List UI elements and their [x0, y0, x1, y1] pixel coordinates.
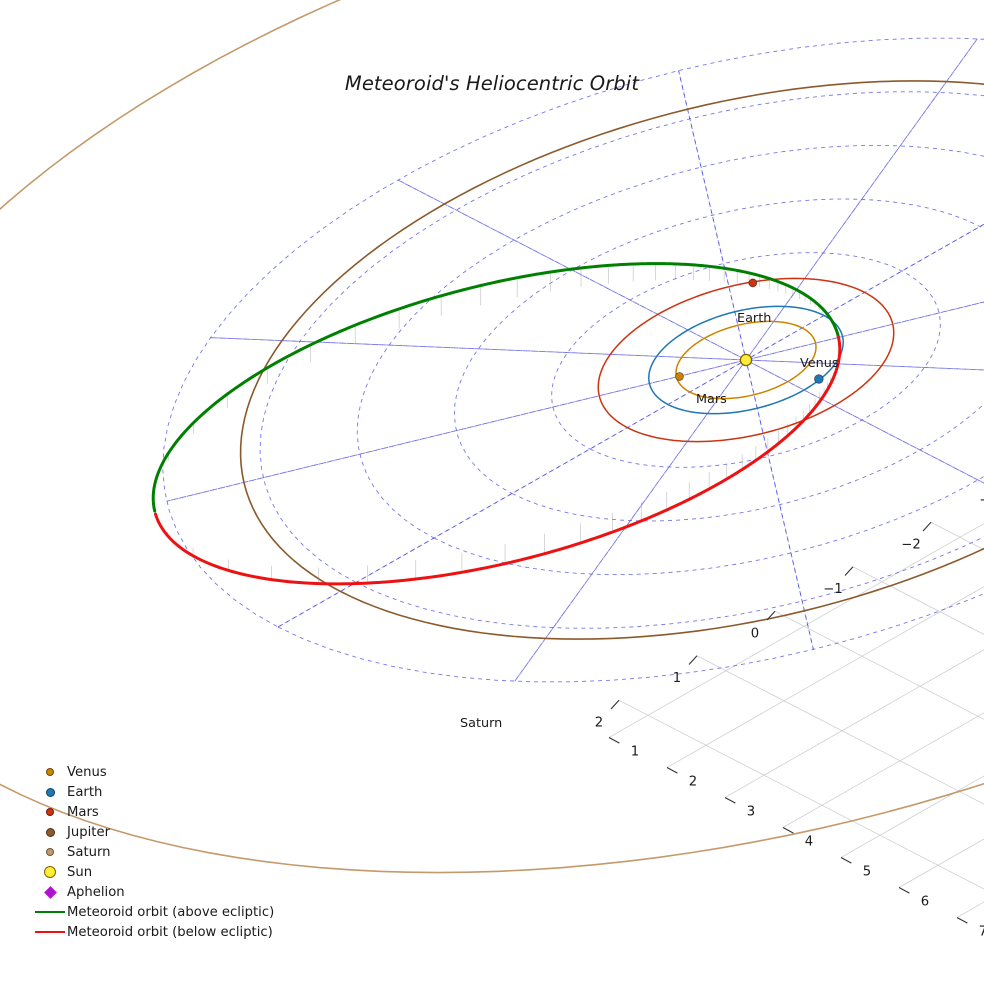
- inner-planet-orbits: [597, 277, 895, 443]
- orbit-path-saturn: [0, 0, 984, 874]
- meteoroid-above-ecliptic: [151, 262, 840, 513]
- x-tick-label: −1: [823, 582, 842, 597]
- legend-item-label: Meteoroid orbit (below ecliptic): [67, 924, 273, 940]
- legend-item-label: Meteoroid orbit (above ecliptic): [67, 904, 275, 920]
- legend-swatch: [46, 848, 54, 856]
- x-tick-label: 0: [751, 626, 759, 641]
- x-tick-label: 2: [595, 715, 603, 730]
- planet-marker-earth: [814, 374, 824, 384]
- legend-swatch: [45, 787, 55, 797]
- x-tick-label: −3: [979, 493, 984, 508]
- legend-item-label: Aphelion: [67, 884, 125, 900]
- planet-markers: Earth Venus Mars Saturn: [460, 278, 839, 731]
- legend-circle-icon: [33, 848, 67, 856]
- legend-swatch: [46, 808, 54, 816]
- legend-diamond-icon: [33, 885, 67, 899]
- meteoroid-orbit-path: [151, 262, 842, 586]
- body-label-earth: Earth: [737, 311, 771, 326]
- legend-item-label: Mars: [67, 804, 99, 820]
- x-tick-label: −2: [901, 537, 920, 552]
- axis-grid-lines: [608, 521, 984, 918]
- orbit-path-jupiter: [239, 80, 984, 640]
- legend-item-label: Jupiter: [67, 824, 110, 840]
- legend-item: Jupiter: [33, 822, 293, 842]
- legend-item: Saturn: [33, 842, 293, 862]
- legend-item: Meteoroid orbit (below ecliptic): [33, 922, 293, 942]
- legend-swatch: [46, 768, 54, 776]
- legend-swatch: [35, 911, 65, 913]
- sun-marker: [739, 353, 753, 367]
- legend: Venus Earth Mars Jupiter Saturn Sun Aphelion Me…: [33, 762, 293, 942]
- orbit-path-earth: [648, 305, 844, 415]
- meteoroid-below-ecliptic: [153, 334, 842, 586]
- legend-swatch: [45, 827, 55, 837]
- legend-swatch: [35, 931, 65, 933]
- legend-circle-icon: [33, 866, 67, 878]
- body-label-venus: Venus: [800, 356, 839, 371]
- legend-circle-icon: [33, 768, 67, 776]
- y-tick-label: 3: [747, 805, 755, 820]
- planet-marker-mars: [748, 278, 758, 288]
- y-tick-label: 5: [863, 865, 871, 880]
- y-tick-label: 7: [979, 925, 984, 940]
- legend-item: Mars: [33, 802, 293, 822]
- legend-circle-icon: [33, 787, 67, 797]
- body-label-saturn: Saturn: [460, 716, 502, 731]
- legend-item-label: Saturn: [67, 844, 111, 860]
- y-tick-label: 6: [921, 895, 929, 910]
- outer-planet-orbits: [0, 0, 984, 874]
- y-tick-label: 4: [805, 835, 813, 850]
- axis-tick-labels: −5−4−3−2−101212345673210−1−2−3−4: [595, 493, 984, 940]
- legend-line-icon: [33, 931, 67, 933]
- body-label-mars: Mars: [696, 392, 727, 407]
- legend-item-label: Venus: [67, 764, 107, 780]
- orbit-path-venus: [675, 320, 817, 400]
- legend-item: Aphelion: [33, 882, 293, 902]
- legend-item: Meteoroid orbit (above ecliptic): [33, 902, 293, 922]
- planet-marker-venus: [675, 372, 684, 381]
- legend-circle-icon: [33, 808, 67, 816]
- legend-item-label: Earth: [67, 784, 103, 800]
- legend-line-icon: [33, 911, 67, 913]
- y-tick-label: 2: [689, 775, 697, 790]
- x-tick-label: 1: [673, 671, 681, 686]
- legend-item: Earth: [33, 782, 293, 802]
- legend-item: Sun: [33, 862, 293, 882]
- orbit-droplines: [154, 263, 839, 584]
- polar-reference-grid: [162, 37, 984, 683]
- axis-panes: [580, 492, 984, 932]
- legend-item: Venus: [33, 762, 293, 782]
- legend-item-label: Sun: [67, 864, 93, 880]
- legend-circle-icon: [33, 827, 67, 837]
- legend-swatch: [43, 885, 57, 899]
- legend-swatch: [44, 866, 56, 878]
- y-tick-label: 1: [631, 745, 639, 760]
- orbit-path-mars: [597, 277, 895, 443]
